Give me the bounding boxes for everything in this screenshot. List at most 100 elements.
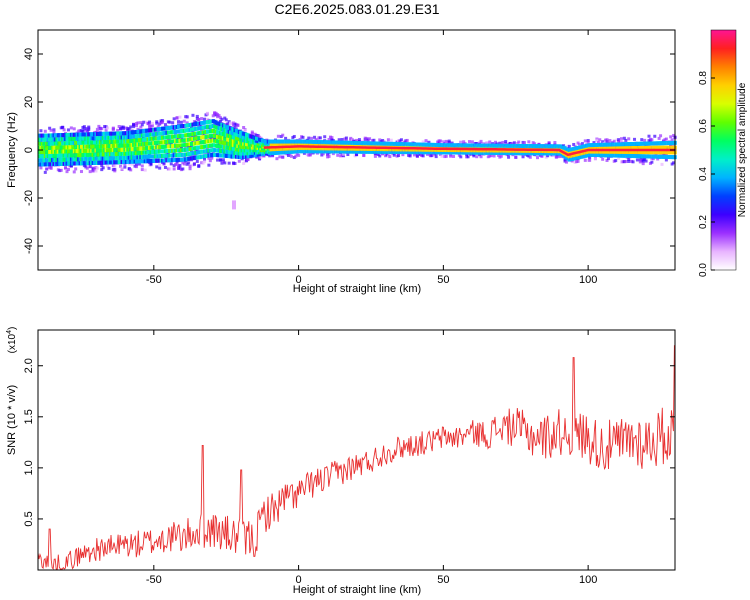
snr-y-multiplier: (x104) [6,327,18,354]
spectrogram-cell [72,127,76,131]
spectrogram-cell [521,155,525,159]
spectrogram-cell [593,157,597,161]
spectrogram-cell [567,144,571,148]
spectrogram-cell [187,161,191,165]
spectrogram-cell [95,166,99,170]
spectrogram-cell [130,162,134,166]
spectrogram-cell [330,136,334,140]
spectrogram-cell [218,119,222,123]
spectrogram-cell [643,157,647,161]
spectrogram-core-ridge [263,145,675,157]
spectrogram-cell [450,141,454,145]
spectrogram-cell [572,142,576,146]
spectrogram-cell [289,154,293,158]
spectrogram-y-tick-label: 0 [23,147,35,153]
spectrogram-cell [515,142,519,146]
spectrogram-cell [195,159,199,163]
spectrogram-cell [310,136,314,140]
snr-y-tick-label: 1.0 [23,460,35,475]
spectrogram-cell [136,121,140,125]
spectrogram-cell [224,118,228,122]
spectrogram-cell [101,166,105,170]
spectrogram-cell [150,124,154,128]
spectrogram-cell [631,160,635,164]
spectrogram-cell [475,155,479,159]
spectrogram-cell [120,166,124,170]
spectrogram-cell [405,138,409,142]
spectrogram-cell [586,139,590,143]
spectrogram-cell [163,123,167,127]
spectrogram-cell [188,164,192,168]
spectrogram-cell [522,141,526,145]
spectrogram-cell [61,125,65,129]
spectrogram-cell [479,155,483,159]
spectrogram-cell [188,167,192,171]
spectrogram-cell [605,139,609,143]
spectrogram-cell [69,126,73,130]
spectrogram-cell [488,140,492,144]
snr-x-ticks: -50 0 50 100 [146,330,597,586]
colorbar-tick-label: 0.8 [698,71,709,85]
spectrogram-band [38,111,677,210]
spectrogram-cell [378,138,382,142]
spectrogram-y-label: Frequency (Hz) [6,112,18,188]
spectrogram-cell [292,134,296,138]
spectrogram-cell [331,152,335,156]
spectrogram-cell [499,154,503,158]
spectrogram-cell [281,133,285,137]
spectrogram-cell [563,158,567,162]
spectrogram-cell [100,164,104,168]
spectrogram-cell [106,164,110,168]
spectrogram-cell [640,138,644,142]
spectrogram-cell [504,140,508,144]
spectrogram-y-tick-label: -40 [23,238,35,254]
spectrogram-cell [421,154,425,158]
spectrogram-cell [129,125,133,129]
spectrogram-cell [528,155,532,159]
spectrogram-cell [485,141,489,145]
spectrogram-cell [287,153,291,157]
spectrogram-cell [424,139,428,143]
spectrogram-cell [162,161,166,165]
spectrogram-cell [65,170,69,174]
spectrogram-cell [340,138,344,142]
spectrogram-cell [220,117,224,121]
spectrogram-x-tick-label: 0 [296,274,302,286]
spectrogram-cell [318,136,322,140]
spectrogram-cell [580,142,584,146]
spectrogram-x-label: Height of straight line (km) [293,283,421,295]
spectrogram-cell [336,153,340,157]
spectrogram-cell [129,168,133,172]
spectrogram-cell [650,138,654,142]
spectrogram-cell [323,135,327,139]
spectrogram-cell [242,126,246,130]
spectrogram-cell [74,167,78,171]
spectrogram-cell [672,161,676,165]
spectrogram-cell [614,159,618,163]
spectrogram-cell [669,135,673,139]
spectrogram-cell [479,139,483,143]
snr-x-tick-label: -50 [146,574,162,586]
spectrogram-cell [372,138,376,142]
spectrogram-cell [172,167,176,171]
spectrogram-cell [100,168,104,172]
spectrogram-cell [150,121,154,125]
colorbar-tick-label: 0.2 [698,215,709,229]
spectrogram-cell [132,125,136,129]
spectrogram-cell [588,158,592,162]
spectrogram-cell [415,154,419,158]
spectrogram-cell [139,121,143,125]
colorbar-tick-label: 0.4 [698,167,709,181]
spectrogram-cell [97,124,101,128]
spectrogram-cell [217,114,221,118]
spectrogram-cell [59,168,63,172]
spectrogram-cell [111,127,115,131]
spectrogram-cell [178,163,182,167]
spectrogram-cell [43,170,47,174]
spectrogram-cell [659,134,663,138]
spectrogram-cell [399,138,403,142]
spectrogram-y-ticks: -40 -20 0 20 40 [23,48,675,254]
spectrogram-cell [87,128,91,132]
spectrogram-cell [276,134,280,138]
spectrogram-cell [179,120,183,124]
